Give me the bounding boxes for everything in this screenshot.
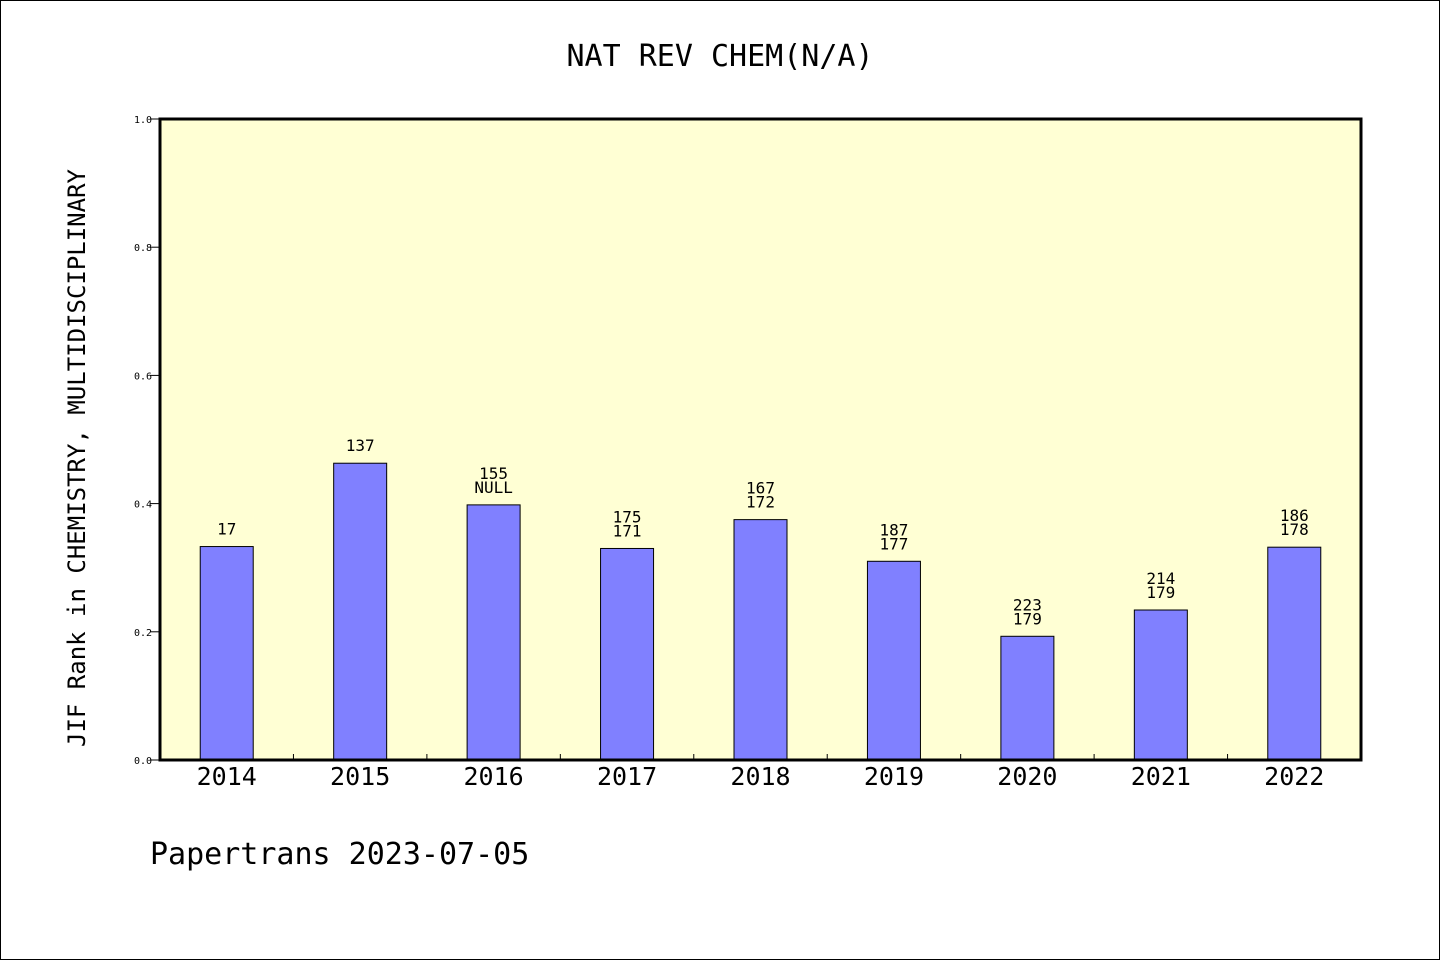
data-label-2021-1: 214: [1146, 569, 1175, 588]
x-tick-label-2018: 2018: [730, 762, 790, 791]
bar-2020: [1000, 635, 1055, 761]
y-tick-label-2: 0.4: [134, 500, 152, 511]
bar-2018: [733, 519, 788, 761]
footer-text: Papertrans 2023-07-05: [150, 837, 529, 872]
bar-2022: [1267, 546, 1322, 761]
x-tick-label-2022: 2022: [1264, 762, 1324, 791]
data-label-2016-2: NULL: [474, 478, 513, 497]
y-tick-label-1: 0.2: [134, 628, 152, 639]
bar-2021: [1133, 609, 1188, 761]
y-tick-label-0: 0.0: [134, 756, 152, 767]
y-tick-label-4: 0.8: [134, 243, 152, 254]
y-tick-label-5: 1.0: [134, 115, 152, 126]
bar-2016: [466, 504, 521, 761]
x-tick-label-2015: 2015: [330, 762, 390, 791]
bar-2017: [600, 547, 655, 761]
data-label-2020-1: 223: [1013, 595, 1042, 614]
x-tick-label-2020: 2020: [997, 762, 1057, 791]
x-tick-label-2016: 2016: [464, 762, 524, 791]
x-tick-label-2021: 2021: [1131, 762, 1191, 791]
data-label-2016-1: 155: [479, 464, 508, 483]
data-label-2017-1: 175: [613, 507, 642, 526]
bars-group: 17137155NULL1751711671721871772231792141…: [199, 436, 1322, 761]
ticks-group: 2014 2015 2016 2017 2018 2019 2020 2021 2022 0.0 0…: [134, 115, 1324, 791]
x-tick-label-2019: 2019: [864, 762, 924, 791]
data-label-2021-2: 179: [1146, 583, 1175, 602]
bar-2015: [333, 462, 388, 761]
y-tick-label-3: 0.6: [134, 371, 152, 382]
x-tick-label-2017: 2017: [597, 762, 657, 791]
data-label-2022-2: 178: [1280, 520, 1309, 539]
y-axis-label: JIF Rank in CHEMISTRY, MULTIDISCIPLINARY: [63, 168, 91, 747]
data-label-2019-1: 187: [879, 520, 908, 539]
plot-frame: [158, 117, 1363, 762]
data-label-2019-2: 177: [879, 534, 908, 553]
data-label-2018-1: 167: [746, 479, 775, 498]
data-label-2015-1: 137: [346, 436, 375, 455]
data-label-2017-2: 171: [613, 521, 642, 540]
data-label-2022-1: 186: [1280, 506, 1309, 525]
data-label-2020-2: 179: [1013, 609, 1042, 628]
bar-2019: [866, 560, 921, 761]
bar-2014: [199, 546, 254, 761]
chart-title: NAT REV CHEM(N/A): [566, 39, 873, 74]
data-label-2018-2: 172: [746, 493, 775, 512]
data-label-2014-1: 17: [217, 520, 236, 539]
x-tick-label-2014: 2014: [197, 762, 257, 791]
